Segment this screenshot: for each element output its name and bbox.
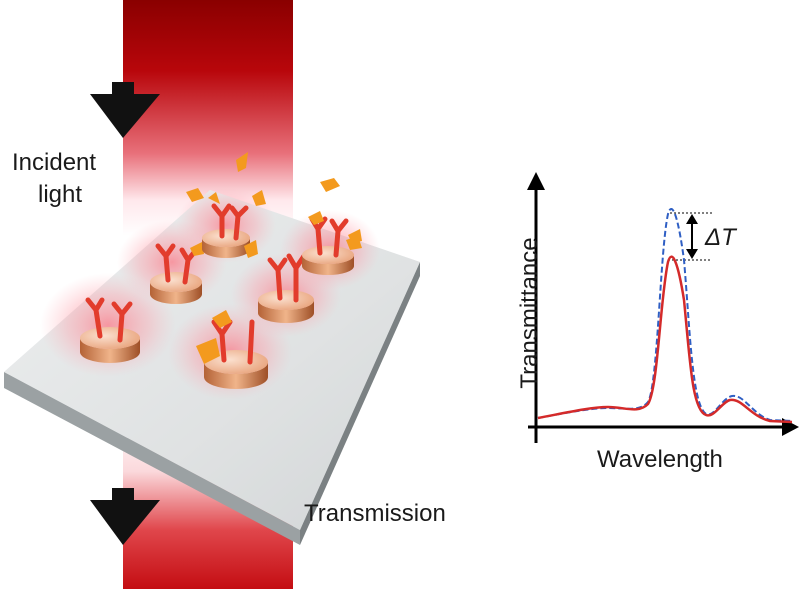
y-axis-arrowhead-icon: [527, 172, 545, 190]
spectrum-chart: [527, 172, 799, 443]
nanodisk: [196, 310, 268, 389]
delta-t-label: ΔT: [705, 224, 736, 251]
nanodisk: [302, 211, 362, 275]
x-axis-label: Wavelength: [597, 446, 723, 473]
nanodisk: [150, 242, 204, 304]
incident-light-label-line2: light: [38, 181, 83, 208]
incident-light-label-line1: Incident: [12, 149, 97, 176]
nanodisk: [258, 253, 314, 323]
nanodisk: [202, 203, 250, 258]
delta-double-arrow-icon: [686, 214, 698, 259]
series-dashed-curve: [537, 207, 793, 422]
y-axis-label: Transmittance: [516, 237, 543, 389]
nanodisk: [80, 297, 140, 363]
transmission-label: Transmission: [304, 500, 446, 527]
series-solid-curve: [537, 255, 793, 424]
transmission-arrow-icon: [90, 488, 160, 545]
incident-arrow-icon: [90, 82, 160, 138]
analyte-molecules: [186, 152, 362, 258]
